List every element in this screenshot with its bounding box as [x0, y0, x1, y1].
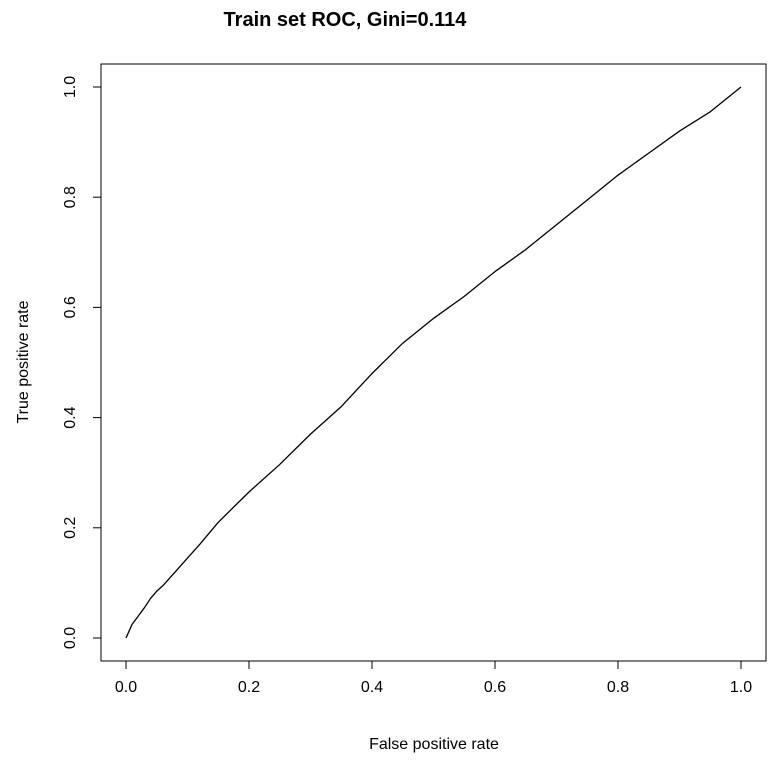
y-tick-label: 0.8 — [62, 186, 79, 208]
y-tick-label: 0.6 — [62, 296, 79, 318]
x-axis-label: False positive rate — [369, 736, 499, 753]
chart-title: Train set ROC, Gini=0.114 — [224, 9, 468, 31]
x-tick-label: 0.0 — [115, 679, 137, 696]
y-axis-label: True positive rate — [15, 300, 32, 423]
plot-frame — [100, 63, 767, 662]
x-tick-label: 0.6 — [484, 679, 506, 696]
x-axis: 0.0 0.2 0.4 0.6 0.8 1.0 — [115, 660, 752, 696]
y-axis: 0.0 0.2 0.4 0.6 0.8 1.0 — [62, 76, 102, 649]
x-tick-label: 0.2 — [238, 679, 260, 696]
x-tick-label: 0.4 — [361, 679, 383, 696]
y-tick-label: 0.4 — [62, 406, 79, 428]
series-group — [125, 86, 742, 639]
roc-curve — [125, 86, 742, 639]
y-tick-label: 0.0 — [62, 627, 79, 649]
x-tick-label: 0.8 — [607, 679, 629, 696]
y-tick-label: 0.2 — [62, 517, 79, 539]
x-tick-label: 1.0 — [730, 679, 752, 696]
y-tick-label: 1.0 — [62, 76, 79, 98]
